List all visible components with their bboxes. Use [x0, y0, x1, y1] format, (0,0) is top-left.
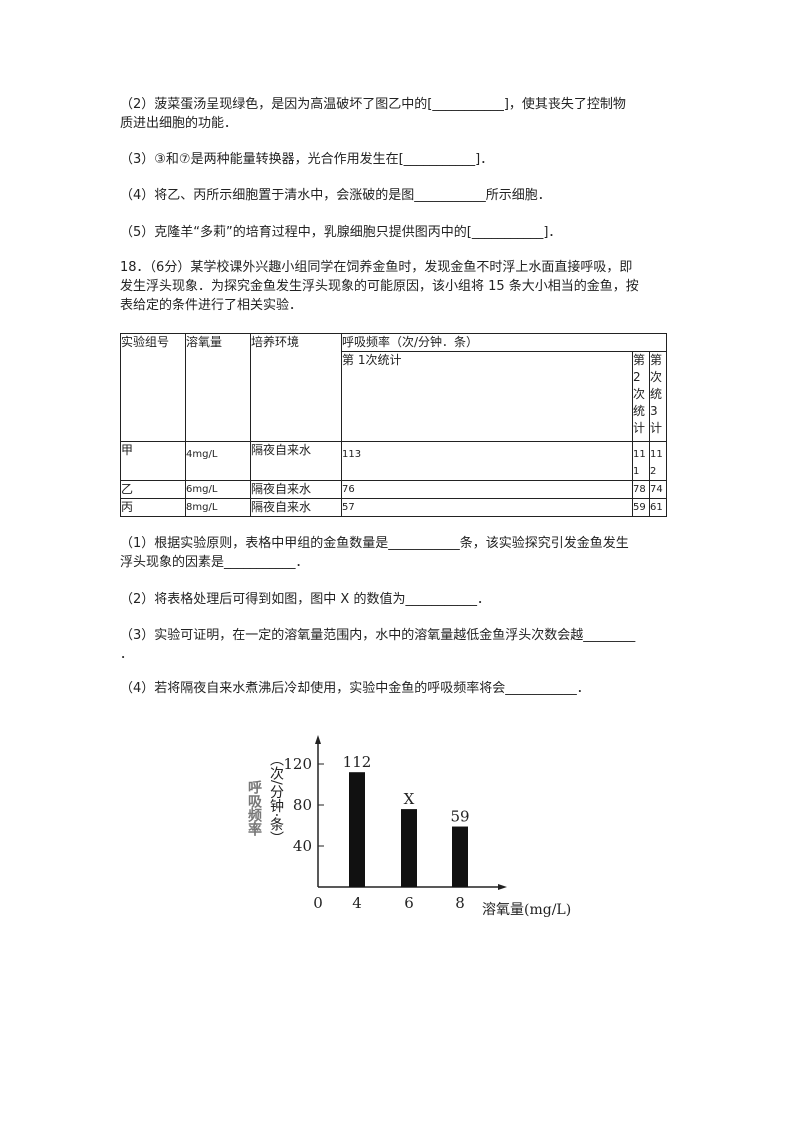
header-environment: 培养环境 — [250, 333, 342, 442]
header-count-1: 第 1次统计 — [341, 351, 633, 442]
bar — [349, 772, 365, 887]
x-tick-label: 4 — [352, 894, 362, 912]
sub-question-1-line2: 浮头现象的因素是___________． — [120, 555, 309, 570]
cell-group: 乙 — [120, 480, 186, 499]
x-tick-label: 8 — [455, 894, 465, 912]
y-axis-arrow-icon — [315, 735, 321, 744]
bar — [401, 809, 417, 887]
cell-env: 隔夜自来水 — [250, 441, 342, 481]
cell-env: 隔夜自来水 — [250, 498, 342, 517]
y-tick-label: 120 — [283, 755, 312, 773]
data-label: 112 — [343, 753, 372, 771]
origin-label: 0 — [313, 894, 323, 912]
question-5: （5）克隆羊“多莉”的培育过程中，乳腺细胞只提供图丙中的[___________… — [120, 225, 562, 240]
question-3: （3）③和⑦是两种能量转换器，光合作用发生在[___________]． — [120, 152, 494, 167]
problem-18-line2: 发生浮头现象．为探究金鱼发生浮头现象的可能原因，该小组将 15 条大小相当的金鱼… — [120, 279, 639, 294]
x-axis-label: 溶氧量(mg/L) — [482, 902, 571, 918]
y-axis-label: 呼吸频率 — [246, 779, 262, 837]
table-row: 乙 6mg/L 隔夜自来水 76 78 74 — [120, 480, 667, 499]
bar — [452, 826, 468, 887]
table-row: 甲 4mg/L 隔夜自来水 113 111 112 — [120, 441, 667, 481]
x-tick-label: 6 — [404, 894, 414, 912]
cell-env: 隔夜自来水 — [250, 480, 342, 499]
sub-question-3-line1: （3）实验可证明，在一定的溶氧量范围内，水中的溶氧量越低金鱼浮头次数会越____… — [120, 628, 636, 643]
experiment-table: 实验组号 溶氧量 培养环境 呼吸频率（次/分钟．条） 第 1次统计 第2次统计 … — [120, 333, 667, 517]
y-axis-unit-label: （次/分钟·条） — [268, 752, 284, 845]
question-4: （4）将乙、丙所示细胞置于清水中，会涨破的是图___________所示细胞． — [120, 188, 551, 203]
cell-group: 丙 — [120, 498, 186, 517]
y-tick-label: 40 — [293, 837, 312, 855]
question-2-line1: （2）菠菜蛋汤呈现绿色，是因为高温破坏了图乙中的[___________]，使其… — [120, 97, 626, 112]
cell-count-3: 61 — [649, 498, 667, 517]
cell-count-3: 112 — [649, 441, 667, 481]
data-label: 59 — [450, 808, 469, 826]
data-label: X — [404, 790, 415, 808]
question-2-line2: 质进出细胞的功能． — [120, 116, 238, 131]
sub-question-4: （4）若将隔夜自来水煮沸后冷却使用，实验中金鱼的呼吸频率将会__________… — [120, 681, 590, 696]
header-oxygen: 溶氧量 — [185, 333, 251, 442]
sub-question-3-line2: ． — [120, 647, 134, 662]
cell-oxygen: 4mg/L — [185, 441, 251, 481]
sub-question-2: （2）将表格处理后可得到如图，图中 X 的数值为___________． — [120, 592, 490, 607]
x-axis-arrow-icon — [498, 884, 507, 890]
table-row: 丙 8mg/L 隔夜自来水 57 59 61 — [120, 498, 667, 517]
header-count-2: 第2次统计 — [632, 351, 650, 442]
problem-18-line1: 18．（6分）某学校课外兴趣小组同学在饲养金鱼时，发现金鱼不时浮上水面直接呼吸，… — [120, 260, 633, 275]
header-count-3: 第次统3计 — [649, 351, 667, 442]
cell-group: 甲 — [120, 441, 186, 481]
y-tick-label: 80 — [293, 796, 312, 814]
cell-count-1: 113 — [341, 441, 633, 481]
problem-18-line3: 表给定的条件进行了相关实验． — [120, 298, 303, 313]
sub-question-1-line1: （1）根据实验原则，表格中甲组的金鱼数量是___________条，该实验探究引… — [120, 536, 629, 551]
